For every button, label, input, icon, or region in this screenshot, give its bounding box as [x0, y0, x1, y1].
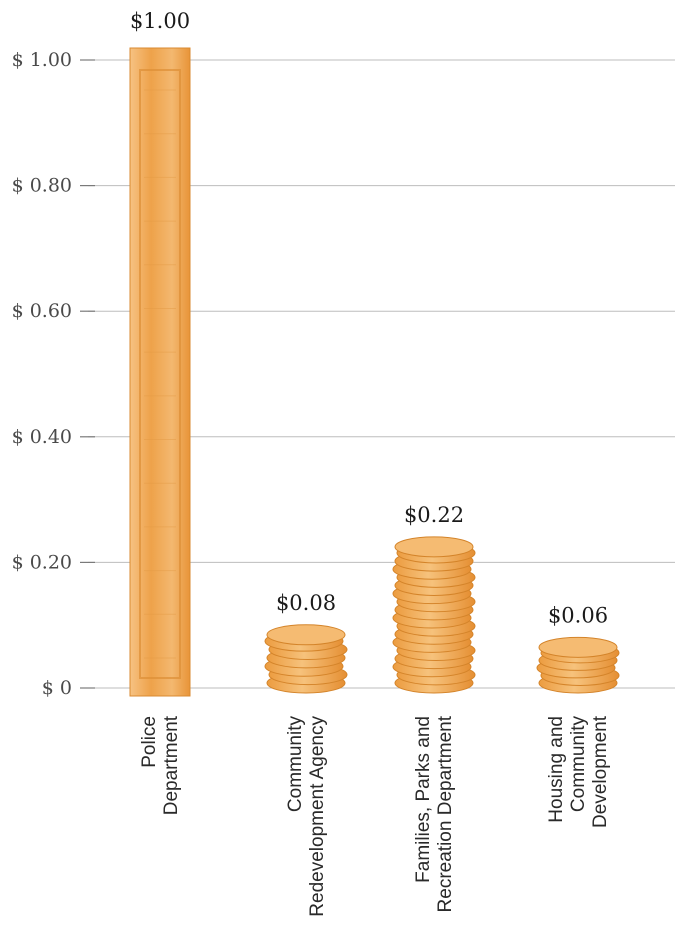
y-axis: $ 0 $ 0.20 $ 0.40 $ 0.60 $ 0.80 $ 1.00	[12, 49, 95, 699]
category-labels: Police Department Community Redevelopment A…	[139, 715, 611, 916]
bar-coin-stack	[536, 636, 620, 694]
category-label: Department	[161, 715, 182, 815]
value-label: $1.00	[130, 9, 190, 33]
dollar-bill-border	[139, 69, 181, 679]
coin-top	[266, 624, 346, 646]
category-label: Families, Parks and	[413, 716, 434, 883]
value-labels: $1.00 $0.08 $0.22 $0.06	[130, 9, 608, 627]
bar-dollar-bill	[129, 47, 191, 697]
y-tick-label: $ 0.80	[12, 175, 72, 197]
y-tick-label: $ 0.20	[12, 551, 72, 573]
category-label: Redevelopment Agency	[307, 716, 328, 917]
category-label: Recreation Department	[435, 715, 456, 912]
value-label: $0.22	[404, 503, 464, 527]
coin-top	[538, 636, 618, 658]
y-tick-label: $ 0	[42, 677, 72, 699]
bar-coin-stack	[264, 624, 348, 694]
category-label: Community	[568, 716, 589, 813]
y-tick-label: $ 0.60	[12, 300, 72, 322]
bars	[129, 47, 620, 697]
bar-coin-stack	[392, 536, 476, 694]
coin-top	[394, 536, 474, 558]
value-label: $0.08	[276, 591, 336, 615]
y-tick-label: $ 0.40	[12, 426, 72, 448]
category-label: Police	[139, 716, 160, 768]
category-label: Development	[590, 715, 611, 828]
value-label: $0.06	[548, 603, 608, 627]
y-tick-label: $ 1.00	[12, 49, 72, 71]
category-label: Community	[285, 716, 306, 813]
category-label: Housing and	[546, 716, 567, 823]
